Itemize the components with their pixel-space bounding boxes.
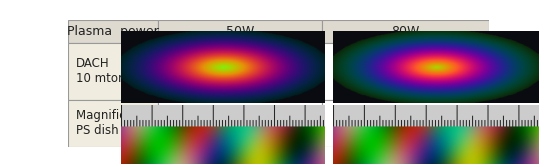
FancyBboxPatch shape: [159, 20, 323, 43]
Text: 50W: 50W: [226, 25, 255, 38]
FancyBboxPatch shape: [323, 100, 489, 147]
Text: Plasma  power: Plasma power: [67, 25, 159, 38]
FancyBboxPatch shape: [68, 100, 159, 147]
FancyBboxPatch shape: [159, 100, 323, 147]
Text: Magnification of
PS dish surface: Magnification of PS dish surface: [76, 109, 171, 137]
FancyBboxPatch shape: [68, 43, 159, 100]
FancyBboxPatch shape: [68, 20, 159, 43]
Text: DACH
10 mtorr, 5min: DACH 10 mtorr, 5min: [76, 57, 165, 85]
FancyBboxPatch shape: [323, 20, 489, 43]
FancyBboxPatch shape: [159, 43, 323, 100]
Text: 80W: 80W: [392, 25, 420, 38]
FancyBboxPatch shape: [323, 43, 489, 100]
